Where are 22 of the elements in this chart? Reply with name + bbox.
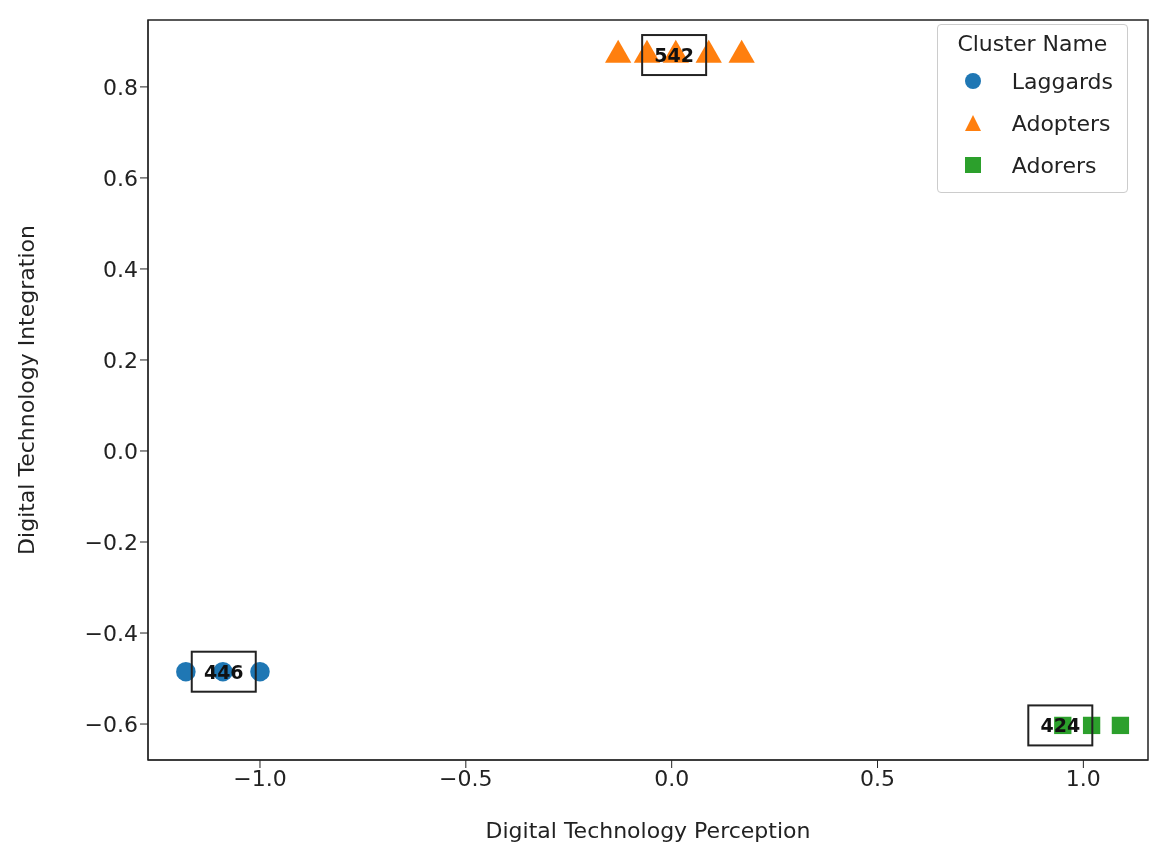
legend-label: Adorers: [1011, 152, 1097, 178]
y-tick-label: −0.4: [84, 620, 138, 646]
y-tick-label: 0.0: [103, 438, 138, 464]
y-tick-label: 0.4: [103, 256, 138, 282]
y-tick-label: 0.8: [103, 74, 138, 100]
y-axis-title: Digital Technology Integration: [13, 225, 39, 555]
point: [604, 39, 632, 63]
point: [728, 39, 755, 63]
y-tick-label: 0.2: [103, 347, 138, 373]
legend-label: Laggards: [1011, 68, 1113, 94]
y-tick-label: −0.6: [84, 711, 138, 737]
legend-label: Adopters: [1011, 110, 1111, 136]
x-tick-label: −0.5: [439, 765, 493, 791]
x-tick-label: 1.0: [1065, 765, 1101, 791]
point: [1111, 716, 1130, 735]
x-tick-label: 0.5: [860, 765, 896, 791]
x-tick-label: −1.0: [233, 765, 287, 791]
x-axis-title: Digital Technology Perception: [485, 818, 811, 843]
legend-title: Cluster Name: [956, 31, 1109, 56]
x-tick-label: 0.0: [654, 765, 690, 791]
y-tick-label: −0.2: [84, 529, 138, 555]
y-tick-label: 0.6: [103, 165, 138, 191]
